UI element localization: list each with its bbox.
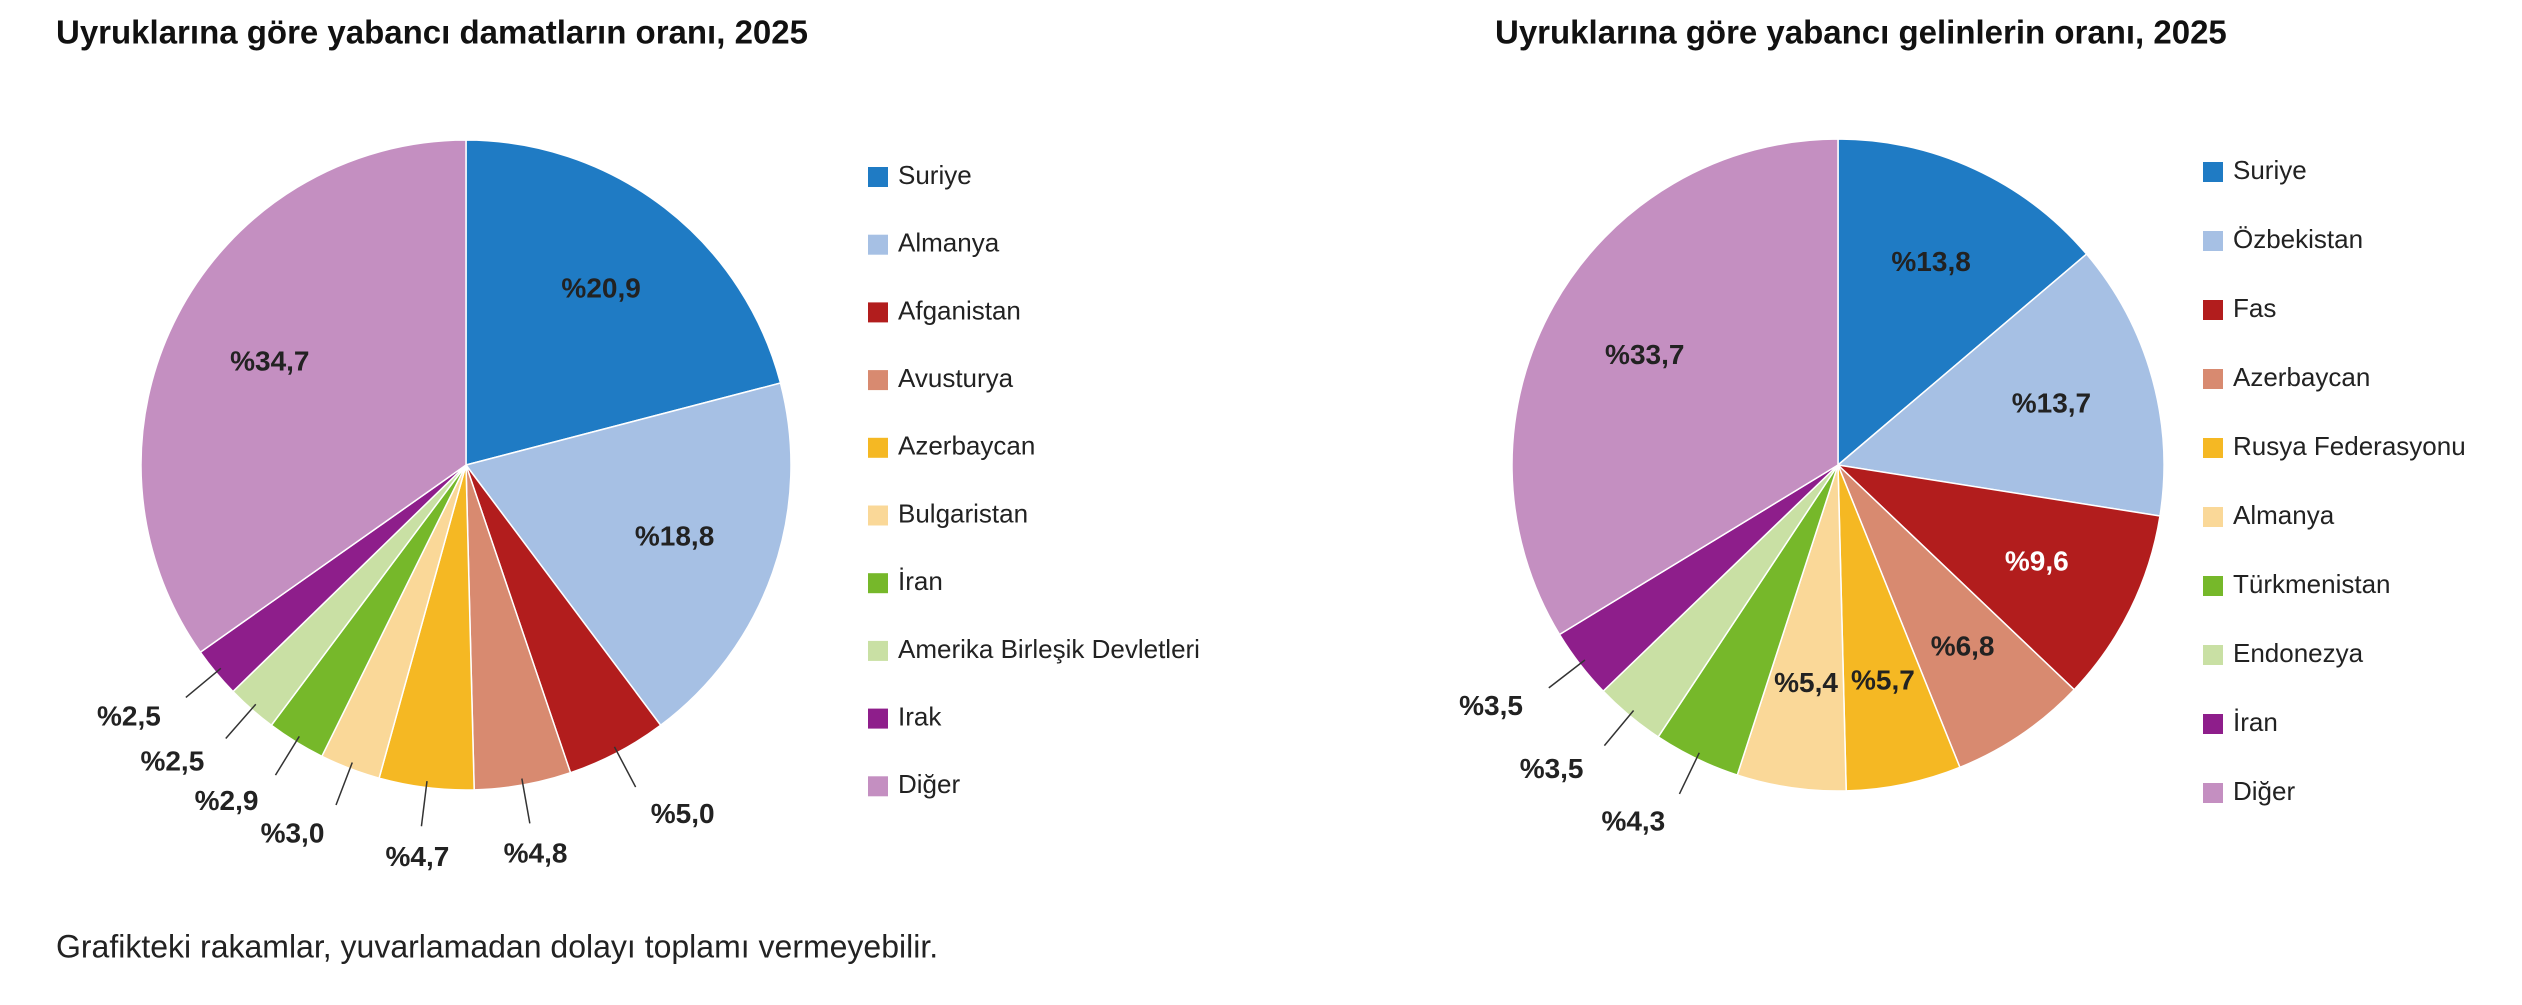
legend-label: Suriye (898, 160, 972, 190)
leader-line (420, 781, 428, 827)
legend-label: Azerbaycan (2233, 362, 2370, 392)
legend-label: Amerika Birleşik Devletleri (898, 634, 1200, 664)
legend-label: Diğer (2233, 776, 2295, 806)
legend-label: Özbekistan (2233, 224, 2363, 254)
leader-line (1548, 659, 1586, 689)
legend-swatch (868, 437, 888, 458)
legend-label: Avusturya (898, 363, 1014, 393)
pie-slice (1837, 138, 2088, 467)
leader-line (335, 762, 353, 806)
leader-line (274, 735, 300, 776)
data-label: %6,8 (1931, 631, 1995, 662)
chart-title: Uyruklarına göre yabancı gelinlerin oran… (1495, 14, 2227, 51)
legend-swatch (2203, 645, 2223, 665)
data-label: %5,4 (1774, 667, 1838, 698)
data-label: %3,0 (261, 818, 325, 849)
pie-slice (1837, 464, 2076, 769)
data-label: %13,7 (2012, 388, 2091, 419)
legend-swatch (868, 776, 888, 797)
legend-label: Endonezya (2233, 638, 2364, 668)
data-label: %4,8 (504, 838, 568, 869)
legend-label: Rusya Federasyonu (2233, 431, 2466, 461)
data-label: %3,5 (1520, 753, 1584, 784)
legend-label: Diğer (898, 769, 960, 799)
legend-label: Bulgaristan (898, 498, 1028, 528)
legend-label: Fas (2233, 293, 2276, 323)
leader-line (1603, 710, 1635, 747)
data-label: %2,5 (97, 701, 161, 732)
leader-line (225, 703, 257, 739)
legend-swatch (2203, 369, 2223, 389)
data-label: %3,5 (1459, 690, 1523, 721)
data-label: %13,8 (1891, 246, 1970, 277)
legend-label: Almanya (2233, 500, 2335, 530)
chart-title: Uyruklarına göre yabancı damatların oran… (56, 14, 808, 51)
data-label: %34,7 (230, 346, 309, 377)
legend-label: Irak (898, 701, 942, 731)
legend-swatch (868, 573, 888, 594)
legend-label: İran (2233, 707, 2278, 737)
pie-slice (140, 139, 467, 654)
leader-line (1678, 752, 1700, 795)
legend-label: Afganistan (898, 295, 1021, 325)
pie-slice (465, 139, 782, 466)
legend-label: Türkmenistan (2233, 569, 2391, 599)
legend-swatch (868, 708, 888, 729)
leader-line (613, 746, 637, 788)
legend-swatch (868, 234, 888, 255)
legend-swatch (868, 505, 888, 526)
data-label: %2,5 (140, 745, 204, 776)
legend-swatch (2203, 714, 2223, 734)
legend-swatch (868, 370, 888, 391)
data-label: %18,8 (635, 520, 714, 551)
data-label: %20,9 (561, 273, 640, 304)
leader-line (185, 667, 222, 698)
pie-slice (1836, 253, 2165, 517)
footnote: Grafikteki rakamlar, yuvarlamadan dolayı… (56, 928, 938, 964)
legend-swatch (868, 302, 888, 323)
leader-line (521, 778, 531, 824)
data-label: %5,7 (1851, 664, 1915, 695)
legend-swatch (2203, 162, 2223, 182)
data-label: %9,6 (2005, 546, 2069, 577)
legend-swatch (868, 640, 888, 661)
legend-swatch (2203, 576, 2223, 596)
data-label: %33,7 (1605, 339, 1684, 370)
legend-swatch (2203, 783, 2223, 803)
data-label: %4,7 (386, 841, 450, 872)
legend-label: Azerbaycan (898, 431, 1035, 461)
data-label: %2,9 (195, 785, 259, 816)
legend-swatch (2203, 300, 2223, 320)
legend-label: Suriye (2233, 155, 2307, 185)
pie-slice (1511, 138, 1839, 636)
pie-slice (1835, 463, 2161, 691)
legend-label: Almanya (898, 228, 1000, 258)
legend-swatch (868, 167, 888, 187)
legend-swatch (2203, 507, 2223, 527)
legend-swatch (2203, 231, 2223, 251)
legend-swatch (2203, 438, 2223, 458)
legend-label: İran (898, 566, 943, 596)
data-label: %5,0 (651, 798, 715, 829)
data-label: %4,3 (1601, 806, 1665, 837)
pie-slice (464, 382, 792, 727)
